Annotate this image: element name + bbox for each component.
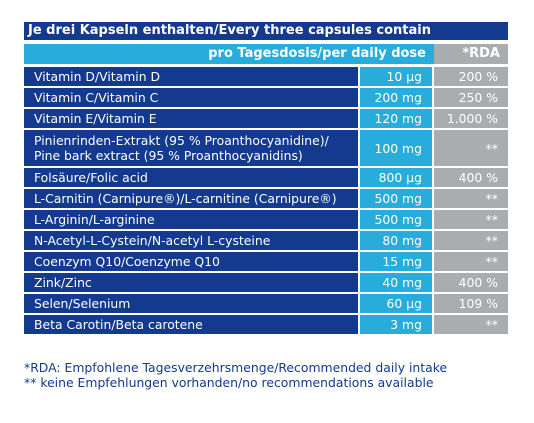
nutrient-amount: 40 mg [358,273,432,292]
dose-column-header: pro Tagesdosis/per daily dose [24,44,434,64]
nutrient-amount: 80 mg [358,231,432,250]
table-title: Je drei Kapseln enthalten/Every three ca… [24,22,508,40]
nutrient-name: Zink/Zinc [24,273,358,292]
table-row: N-Acetyl-L-Cystein/N-acetyl L-cysteine 8… [24,231,508,250]
table-row: L-Arginin/L-arginine 500 mg ** [24,210,508,229]
nutrient-amount: 3 mg [358,315,432,334]
table-row: Selen/Selenium 60 µg 109 % [24,294,508,313]
nutrient-rda: 200 % [432,67,508,86]
nutrition-table-panel: Je drei Kapseln enthalten/Every three ca… [24,22,508,336]
table-row: Zink/Zinc 40 mg 400 % [24,273,508,292]
no-recommendation-footnote: ** keine Empfehlungen vorhanden/no recom… [24,375,434,390]
nutrient-name-line-1: Pinienrinden-Extrakt (95 % Proanthocyani… [34,133,329,148]
nutrient-name: Vitamin E/Vitamin E [24,109,358,128]
nutrient-rda: 109 % [432,294,508,313]
nutrient-amount: 200 mg [358,88,432,107]
nutrient-amount: 120 mg [358,109,432,128]
table-row: Pinienrinden-Extrakt (95 % Proanthocyani… [24,130,508,166]
nutrient-rda: ** [432,315,508,334]
nutrient-name: Vitamin D/Vitamin D [24,67,358,86]
rda-column-header: *RDA [434,44,508,64]
table-row: Coenzym Q10/Coenzyme Q10 15 mg ** [24,252,508,271]
nutrient-name: Beta Carotin/Beta carotene [24,315,358,334]
nutrient-name: L-Arginin/L-arginine [24,210,358,229]
nutrient-amount: 60 µg [358,294,432,313]
nutrient-rda: 400 % [432,273,508,292]
table-header: pro Tagesdosis/per daily dose *RDA [24,44,508,64]
nutrient-name: Selen/Selenium [24,294,358,313]
nutrient-name: Pinienrinden-Extrakt (95 % Proanthocyani… [24,130,358,166]
nutrient-amount: 100 mg [358,130,432,166]
nutrient-rda: ** [432,189,508,208]
nutrient-amount: 15 mg [358,252,432,271]
table-row: Folsäure/Folic acid 800 µg 400 % [24,168,508,187]
nutrient-table: Vitamin D/Vitamin D 10 µg 200 % Vitamin … [24,65,508,336]
nutrient-rda: 400 % [432,168,508,187]
nutrient-amount: 10 µg [358,67,432,86]
nutrient-amount: 500 mg [358,210,432,229]
nutrient-name: Vitamin C/Vitamin C [24,88,358,107]
table-row: Vitamin C/Vitamin C 200 mg 250 % [24,88,508,107]
nutrient-rda: 1.000 % [432,109,508,128]
nutrient-amount: 500 mg [358,189,432,208]
table-row: Beta Carotin/Beta carotene 3 mg ** [24,315,508,334]
nutrient-name: Coenzym Q10/Coenzyme Q10 [24,252,358,271]
nutrient-name: L-Carnitin (Carnipure®)/L-carnitine (Car… [24,189,358,208]
nutrient-amount: 800 µg [358,168,432,187]
nutrient-rda: 250 % [432,88,508,107]
footnotes: *RDA: Empfohlene Tagesverzehrsmenge/Reco… [24,360,447,390]
nutrient-name: Folsäure/Folic acid [24,168,358,187]
nutrient-name: N-Acetyl-L-Cystein/N-acetyl L-cysteine [24,231,358,250]
nutrient-rda: ** [432,252,508,271]
table-row: L-Carnitin (Carnipure®)/L-carnitine (Car… [24,189,508,208]
nutrient-rda: ** [432,231,508,250]
table-row: Vitamin E/Vitamin E 120 mg 1.000 % [24,109,508,128]
nutrient-rda: ** [432,130,508,166]
nutrient-name-line-2: Pine bark extract (95 % Proanthocyanidin… [34,148,303,163]
rda-footnote: *RDA: Empfohlene Tagesverzehrsmenge/Reco… [24,360,448,375]
table-row: Vitamin D/Vitamin D 10 µg 200 % [24,67,508,86]
nutrient-rda: ** [432,210,508,229]
